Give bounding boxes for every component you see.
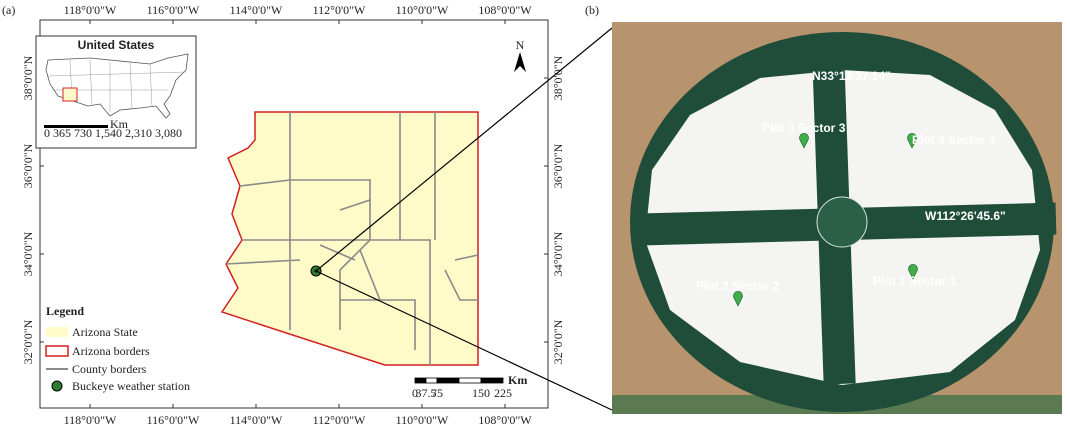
figure: (a) 118°0'0"W 118°0'0"W 116°0'0"W 116°0'0"W… — [0, 0, 1070, 433]
scale-segment — [437, 378, 459, 383]
longitude-label: 110°0'0"W — [396, 3, 449, 17]
latitude-label: 34°0'0"N — [21, 231, 35, 276]
scale-label: 150 — [472, 386, 490, 400]
latitude-label: 36°0'0"N — [551, 143, 565, 188]
legend-item: County borders — [72, 362, 147, 376]
plot-label: Plot 2 Sector 2 — [696, 279, 780, 293]
legend-item: Arizona borders — [72, 344, 150, 358]
latitude-label: 32°0'0"N — [21, 319, 35, 364]
longitude-label: 112°0'0"W — [313, 3, 366, 17]
inset-scale-labels: 0 365 730 1,540 2,310 3,080 — [44, 126, 182, 140]
longitude-label: 110°0'0"W — [396, 413, 449, 427]
plot-label: Plot 3 Sector 3 — [762, 121, 846, 135]
legend-swatch — [52, 381, 62, 391]
scale-segment — [415, 378, 426, 383]
longitude-label: 114°0'0"W — [230, 3, 283, 17]
north-label: N — [516, 38, 525, 52]
legend-title: Legend — [46, 304, 84, 318]
scale-label: 225 — [494, 386, 512, 400]
arizona-marker — [63, 88, 77, 101]
latitude-label: 38°0'0"N — [21, 55, 35, 100]
longitude-label: 116°0'0"W — [147, 413, 200, 427]
scale-segment — [459, 378, 481, 383]
longitude-label: 116°0'0"W — [147, 3, 200, 17]
longitude-label: 108°0'0"W — [478, 3, 532, 17]
plot-label: Plot 4 Sector 4 — [912, 133, 996, 147]
latitude-label: 34°0'0"N — [551, 231, 565, 276]
coordinate-label: W112°26'45.6" — [925, 209, 1006, 223]
panel-label: (a) — [2, 3, 15, 17]
inset-title: United States — [78, 38, 155, 52]
latitude-label: 38°0'0"N — [551, 55, 565, 100]
scale-segment — [481, 378, 503, 383]
longitude-label: 112°0'0"W — [313, 413, 366, 427]
scale-unit: Km — [508, 373, 527, 387]
longitude-label: 118°0'0"W — [64, 3, 117, 17]
coordinate-label: N33°13'37.14" — [812, 69, 891, 83]
latitude-label: 36°0'0"N — [21, 143, 35, 188]
longitude-label: 108°0'0"W — [478, 413, 532, 427]
scale-segment — [426, 378, 437, 383]
plot-label: Plot 1 Sector 1 — [873, 274, 957, 288]
scale-label: 75 — [431, 386, 443, 400]
pivot-center — [817, 197, 867, 247]
legend-item: Arizona State — [72, 325, 138, 339]
panel-label: (b) — [585, 3, 599, 17]
latitude-label: 32°0'0"N — [551, 319, 565, 364]
longitude-label: 114°0'0"W — [230, 413, 283, 427]
longitude-label: 118°0'0"W — [64, 413, 117, 427]
legend-item: Buckeye weather station — [72, 379, 190, 393]
legend-swatch — [46, 327, 68, 337]
